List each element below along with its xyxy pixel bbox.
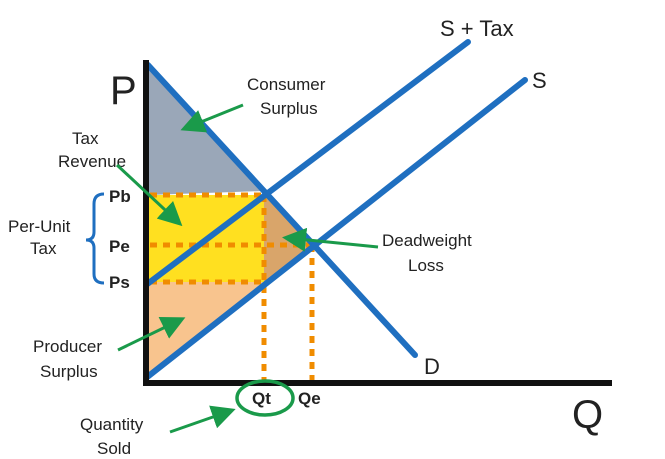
producer-surplus-line1: Producer <box>33 337 102 356</box>
qt-label: Qt <box>252 389 271 408</box>
qe-label: Qe <box>298 389 321 408</box>
quantity-sold-line1: Quantity <box>80 415 144 434</box>
per-unit-tax-brace <box>85 192 105 285</box>
x-axis-label: Q <box>572 393 603 437</box>
tax-revenue-arrow <box>115 163 183 227</box>
deadweight-loss-line1: Deadweight <box>382 231 472 250</box>
producer-surplus-line2: Surplus <box>40 362 98 381</box>
y-axis-label: P <box>110 69 137 113</box>
quantity-sold-line2: Sold <box>97 439 131 458</box>
deadweight-loss-arrow <box>282 227 379 252</box>
producer-surplus-arrow <box>117 317 186 352</box>
consumer-surplus-line2: Surplus <box>260 99 318 118</box>
quantity-sold-arrow <box>169 405 236 434</box>
supply-tax-label: S + Tax <box>440 16 514 41</box>
per-unit-tax-line1: Per-Unit <box>8 217 71 236</box>
consumer-surplus-arrow <box>180 103 244 133</box>
supply-tax-curve <box>143 39 471 288</box>
deadweight-loss-line2: Loss <box>408 256 444 275</box>
ps-label: Ps <box>109 273 130 292</box>
tax-revenue-line1: Tax <box>72 129 99 148</box>
pb-label: Pb <box>109 187 131 206</box>
supply-label: S <box>532 68 547 93</box>
consumer-surplus-line1: Consumer <box>247 75 326 94</box>
demand-label: D <box>424 354 440 379</box>
pe-label: Pe <box>109 237 130 256</box>
tax-revenue-line2: Revenue <box>58 152 126 171</box>
qt-circle <box>235 379 295 417</box>
supply-curve <box>143 77 528 381</box>
per-unit-tax-line2: Tax <box>30 239 57 258</box>
